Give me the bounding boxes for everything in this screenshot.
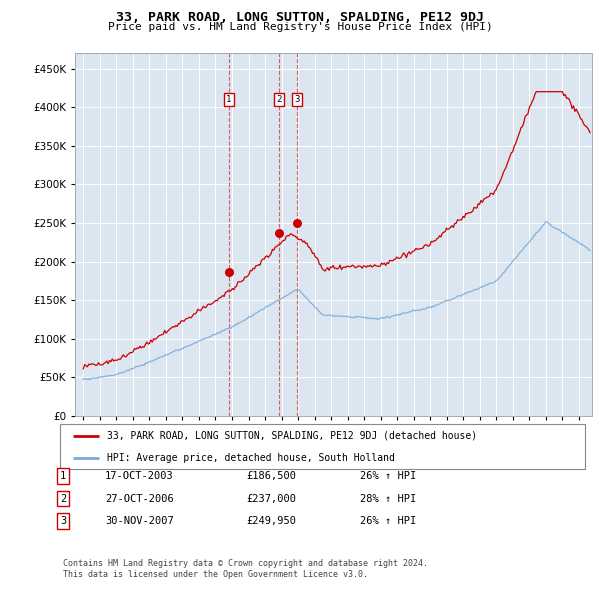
- Text: 26% ↑ HPI: 26% ↑ HPI: [360, 471, 416, 481]
- Text: 30-NOV-2007: 30-NOV-2007: [105, 516, 174, 526]
- Text: £249,950: £249,950: [246, 516, 296, 526]
- Text: 33, PARK ROAD, LONG SUTTON, SPALDING, PE12 9DJ: 33, PARK ROAD, LONG SUTTON, SPALDING, PE…: [116, 11, 484, 24]
- Text: 3: 3: [60, 516, 66, 526]
- Text: Price paid vs. HM Land Registry's House Price Index (HPI): Price paid vs. HM Land Registry's House …: [107, 22, 493, 32]
- Text: HPI: Average price, detached house, South Holland: HPI: Average price, detached house, Sout…: [107, 453, 395, 463]
- Point: [292, 218, 302, 228]
- Text: £186,500: £186,500: [246, 471, 296, 481]
- Text: 2: 2: [60, 494, 66, 503]
- Text: 33, PARK ROAD, LONG SUTTON, SPALDING, PE12 9DJ (detached house): 33, PARK ROAD, LONG SUTTON, SPALDING, PE…: [107, 431, 478, 441]
- Text: 28% ↑ HPI: 28% ↑ HPI: [360, 494, 416, 503]
- Text: 1: 1: [60, 471, 66, 481]
- Text: 27-OCT-2006: 27-OCT-2006: [105, 494, 174, 503]
- FancyBboxPatch shape: [60, 424, 585, 469]
- Text: 26% ↑ HPI: 26% ↑ HPI: [360, 516, 416, 526]
- Text: 3: 3: [294, 95, 299, 104]
- Text: This data is licensed under the Open Government Licence v3.0.: This data is licensed under the Open Gov…: [63, 571, 368, 579]
- Text: 2: 2: [276, 95, 281, 104]
- Text: 1: 1: [226, 95, 232, 104]
- Text: Contains HM Land Registry data © Crown copyright and database right 2024.: Contains HM Land Registry data © Crown c…: [63, 559, 428, 568]
- Point: [274, 228, 283, 238]
- Text: 17-OCT-2003: 17-OCT-2003: [105, 471, 174, 481]
- Point: [224, 267, 233, 277]
- Text: £237,000: £237,000: [246, 494, 296, 503]
